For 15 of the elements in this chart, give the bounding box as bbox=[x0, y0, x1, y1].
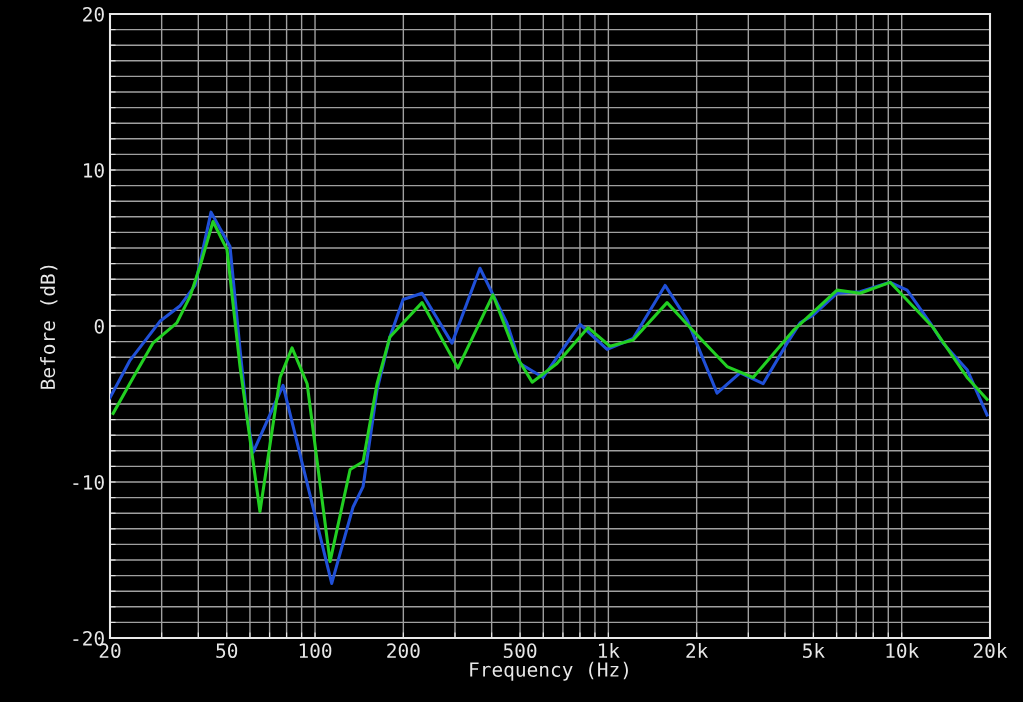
x-tick-label: 2k bbox=[686, 642, 709, 658]
x-tick-label: 20k bbox=[973, 642, 1008, 659]
y-tick-label: -10 bbox=[73, 475, 104, 490]
y-tick-label: 20 bbox=[83, 7, 104, 22]
x-tick-label: 50 bbox=[216, 643, 238, 659]
x-tick-label: 1k bbox=[598, 642, 620, 658]
y-tick-label: 10 bbox=[84, 163, 104, 178]
x-tick-label: 100 bbox=[299, 643, 332, 659]
x-tick-label: 10k bbox=[886, 642, 919, 659]
x-tick-label: 500 bbox=[503, 643, 537, 659]
y-axis-title: Before (dB) bbox=[40, 265, 58, 389]
x-tick-label: 5k bbox=[803, 642, 825, 659]
x-axis-title: Frequency (Hz) bbox=[470, 661, 628, 681]
y-tick-label: 0 bbox=[94, 319, 104, 334]
x-tick-label: 200 bbox=[387, 643, 420, 659]
